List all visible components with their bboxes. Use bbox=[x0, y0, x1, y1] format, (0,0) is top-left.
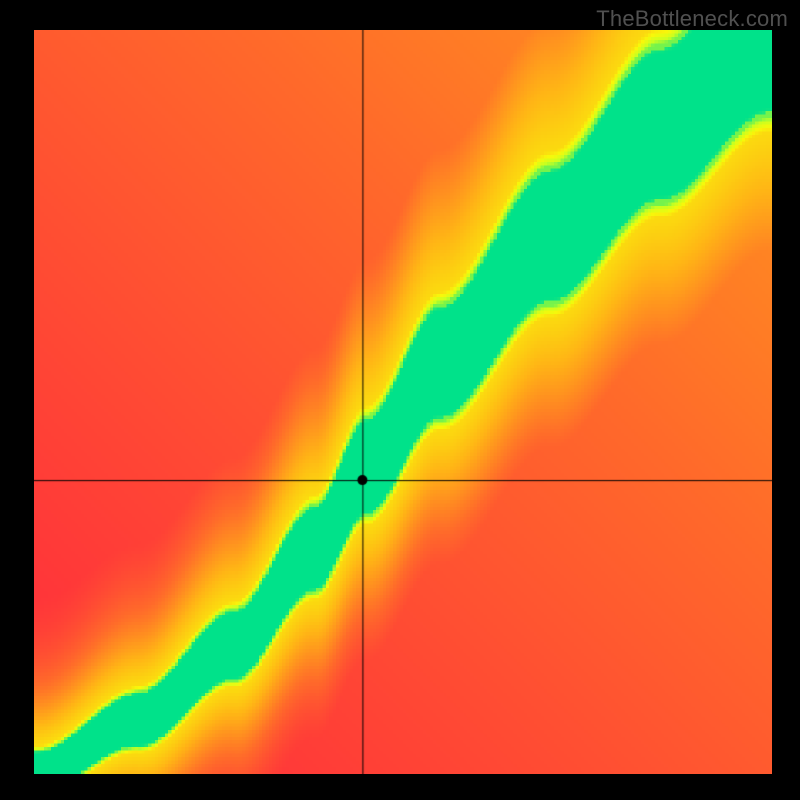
watermark-text: TheBottleneck.com bbox=[596, 6, 788, 32]
chart-container: TheBottleneck.com bbox=[0, 0, 800, 800]
crosshair-overlay bbox=[34, 30, 772, 774]
